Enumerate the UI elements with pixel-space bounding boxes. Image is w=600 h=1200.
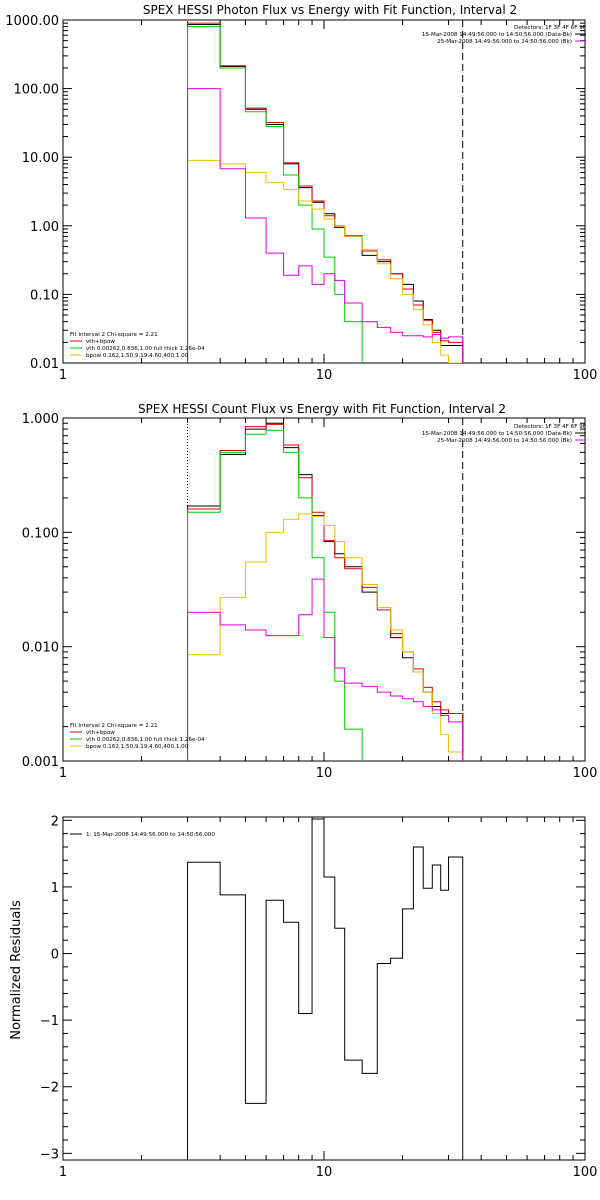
- y-tick-label: 0.001: [22, 755, 59, 770]
- series-line: [187, 422, 464, 761]
- y-tick-label: 0.01: [30, 357, 59, 372]
- y-tick-label: 10.00: [22, 151, 59, 166]
- series-line: [187, 22, 464, 363]
- legend-data-bk: 15-Mar-2008 14:49:56.000 to 14:50:56.000…: [422, 32, 572, 38]
- series-line: [187, 88, 464, 363]
- x-tick-label: 10: [316, 766, 333, 781]
- series-line: [187, 23, 464, 363]
- count-flux-panel: SPEX HESSI Count Flux vs Energy with Fit…: [22, 402, 598, 781]
- x-tick-label: 100: [573, 766, 598, 781]
- series-line: [187, 578, 464, 761]
- legend-vth: vth 0.00262,0.836,1.00 full thick 1.26e-…: [86, 346, 205, 352]
- x-tick-label: 100: [573, 1165, 598, 1180]
- series-line: [187, 26, 363, 363]
- legend-bk: 25-Mar-2008 14:49:56.000 to 14:50:56.000…: [437, 438, 572, 444]
- photon-flux-title: SPEX HESSI Photon Flux vs Energy with Fi…: [143, 3, 517, 17]
- series-line: [187, 429, 363, 761]
- count-flux-legend-bottom: Fit Interval 2 Chi-square = 2.21 vth+bpo…: [70, 723, 205, 750]
- residuals-y-axis-label: Normalized Residuals: [9, 900, 24, 1040]
- y-tick-label: −1: [40, 1014, 59, 1029]
- legend-detectors: Detectors: 1F 3F 4F 6F 9F: [514, 424, 586, 430]
- series-line: [187, 423, 464, 761]
- y-tick-label: 0.10: [30, 288, 59, 303]
- series-line: [187, 818, 464, 1160]
- legend-fit-interval: Fit Interval 2 Chi-square = 2.21: [70, 332, 158, 338]
- legend-vth-bpow: vth+bpow: [86, 339, 115, 345]
- series-line: [187, 159, 464, 363]
- x-tick-label: 1: [59, 1165, 67, 1180]
- y-tick-label: −3: [40, 1147, 59, 1162]
- residuals-panel: Normalized Residuals 1 10 100 −3 −2 −1 0 1 2 1: …: [9, 814, 597, 1180]
- x-tick-label: 100: [573, 368, 598, 383]
- legend-residuals: 1: 15-Mar-2008 14:49:56.000 to 14:50:56.…: [86, 832, 215, 838]
- count-flux-legend-top: Detectors: 1F 3F 4F 6F 9F 15-Mar-2008 14…: [422, 424, 586, 444]
- legend-fit-interval: Fit Interval 2 Chi-square = 2.21: [70, 723, 158, 729]
- y-tick-label: 1.00: [30, 220, 59, 235]
- photon-flux-panel: SPEX HESSI Photon Flux vs Energy with Fi…: [5, 3, 597, 383]
- legend-data-bk: 15-Mar-2008 14:49:56.000 to 14:50:56.000…: [422, 431, 572, 437]
- y-tick-label: 1000.00: [5, 14, 59, 29]
- y-tick-label: 1: [51, 881, 59, 896]
- photon-flux-legend-top: Detectors: 1F 3F 4F 6F 9F 15-Mar-2008 14…: [422, 25, 586, 45]
- y-tick-label: −2: [40, 1081, 59, 1096]
- y-tick-label: 2: [51, 814, 59, 829]
- x-tick-label: 10: [316, 368, 333, 383]
- plot-frame: [62, 19, 586, 364]
- series-line: [187, 513, 464, 761]
- residuals-legend: 1: 15-Mar-2008 14:49:56.000 to 14:50:56.…: [70, 832, 215, 838]
- y-tick-label: 0: [51, 948, 59, 963]
- y-tick-label: 0.010: [22, 641, 59, 656]
- x-tick-label: 1: [59, 368, 67, 383]
- legend-bpow: bpow 0.162,1.50,9.19,4.60,400,1.00: [86, 744, 189, 750]
- photon-flux-legend-bottom: Fit Interval 2 Chi-square = 2.21 vth+bpo…: [70, 332, 205, 359]
- legend-vth-bpow: vth+bpow: [86, 730, 115, 736]
- count-flux-title: SPEX HESSI Count Flux vs Energy with Fit…: [138, 402, 506, 416]
- x-tick-label: 10: [316, 1165, 333, 1180]
- x-tick-label: 1: [59, 766, 67, 781]
- y-tick-label: 1.000: [22, 412, 59, 427]
- legend-vth: vth 0.00262,0.836,1.00 full thick 1.26e-…: [86, 737, 205, 743]
- y-tick-label: 0.100: [22, 526, 59, 541]
- legend-bk: 25-Mar-2008 14:49:56.000 to 14:50:56.000…: [437, 39, 572, 45]
- legend-bpow: bpow 0.162,1.50,9.19,4.60,400,1.00: [86, 353, 189, 359]
- legend-detectors: Detectors: 1F 3F 4F 6F 9F: [514, 25, 586, 31]
- y-tick-label: 100.00: [14, 83, 60, 98]
